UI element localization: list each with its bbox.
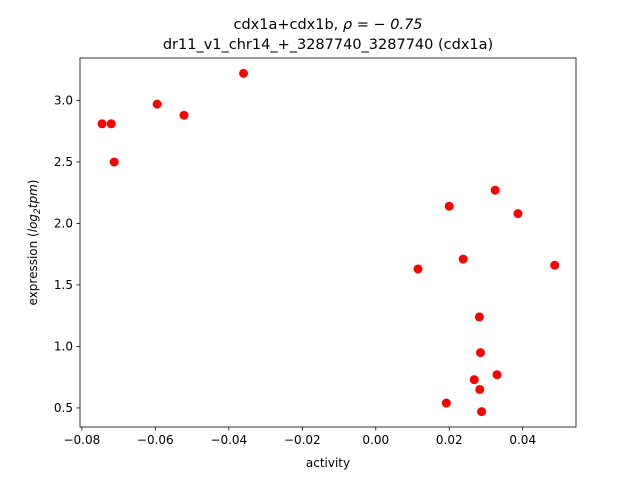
plot-area <box>97 68 560 417</box>
data-point-15 <box>469 375 479 385</box>
data-point-4 <box>179 110 189 120</box>
chart-title-line1: cdx1a+cdx1b, ρ = − 0.75 <box>233 17 422 33</box>
data-point-17 <box>441 398 451 408</box>
x-tick-label: 0.04 <box>509 433 536 447</box>
data-point-2 <box>109 157 119 167</box>
data-point-3 <box>152 99 162 109</box>
y-axis-label-sub: 2 <box>33 208 43 214</box>
data-point-9 <box>490 185 500 195</box>
y-axis-label-log: log <box>26 214 40 233</box>
y-axis: 0.5 1.0 1.5 2.0 2.5 3.0 <box>54 94 80 415</box>
data-point-11 <box>550 260 560 270</box>
x-tick-label: −0.08 <box>63 433 100 447</box>
data-point-18 <box>477 407 487 417</box>
x-tick-label: −0.02 <box>284 433 321 447</box>
data-point-7 <box>444 201 454 211</box>
data-point-12 <box>474 312 484 322</box>
chart-title-prefix: cdx1a+cdx1b, <box>233 17 342 33</box>
x-tick-label: −0.06 <box>137 433 174 447</box>
y-tick-label: 2.5 <box>54 155 73 169</box>
data-point-6 <box>413 264 423 274</box>
y-axis-label-prefix: expression ( <box>26 232 40 305</box>
data-point-1 <box>106 119 116 129</box>
chart-title-rho: ρ = − 0.75 <box>343 17 423 33</box>
x-tick-label: −0.04 <box>210 433 247 447</box>
data-point-8 <box>458 254 468 264</box>
y-tick-label: 2.0 <box>54 217 73 231</box>
data-point-0 <box>97 119 107 129</box>
data-point-10 <box>513 209 523 219</box>
y-axis-label: expression (log2tpm) <box>26 180 43 306</box>
y-tick-label: 1.5 <box>54 278 73 292</box>
chart-title-line2: dr11_v1_chr14_+_3287740_3287740 (cdx1a) <box>163 37 493 53</box>
x-axis-label: activity <box>306 456 350 470</box>
x-axis: −0.08 −0.06 −0.04 −0.02 0.00 0.02 0.04 <box>63 427 536 447</box>
x-tick-label: 0.02 <box>436 433 463 447</box>
y-axis-label-tpm: tpm <box>26 184 40 208</box>
plot-frame <box>79 57 577 428</box>
data-point-14 <box>492 370 502 380</box>
y-tick-label: 3.0 <box>54 94 73 108</box>
data-point-13 <box>475 348 485 358</box>
data-point-16 <box>475 384 485 394</box>
y-tick-label: 0.5 <box>54 401 73 415</box>
y-tick-label: 1.0 <box>54 340 73 354</box>
x-tick-label: 0.00 <box>362 433 389 447</box>
y-axis-label-suffix: ) <box>26 180 40 185</box>
data-point-5 <box>239 68 248 78</box>
